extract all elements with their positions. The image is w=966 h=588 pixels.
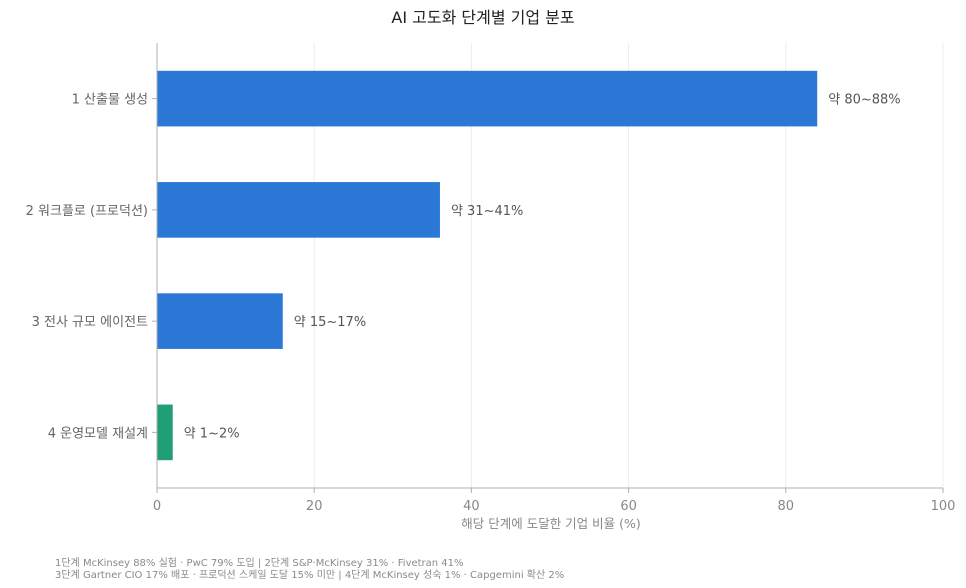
x-tick-label: 60 xyxy=(620,499,637,514)
bar xyxy=(157,70,818,127)
x-tick-label: 100 xyxy=(931,499,956,514)
bar xyxy=(157,404,173,461)
bar xyxy=(157,182,440,238)
x-tick-label: 80 xyxy=(778,499,795,514)
x-tick-label: 0 xyxy=(153,499,161,514)
bar-value-label: 약 15~17% xyxy=(294,315,366,330)
chart-title: AI 고도화 단계별 기업 분포 xyxy=(391,8,574,27)
bar-value-label: 약 80~88% xyxy=(828,93,900,108)
y-tick-label: 4 운영모델 재설계 xyxy=(48,426,148,441)
y-tick-label: 1 산출물 생성 xyxy=(72,93,148,108)
footnote-line-1: 1단계 McKinsey 88% 실험 · PwC 79% 도입 | 2단계 S… xyxy=(55,558,464,569)
bar xyxy=(157,293,283,349)
y-tick-label: 2 워크플로 (프로덕션) xyxy=(26,204,148,219)
x-tick-label: 20 xyxy=(306,499,323,514)
x-tick-label: 40 xyxy=(463,499,480,514)
bar-value-label: 약 31~41% xyxy=(451,204,523,219)
bar-value-label: 약 1~2% xyxy=(184,426,240,441)
footnote-line-2: 3단계 Gartner CIO 17% 배포 · 프로덕션 스케일 도달 15%… xyxy=(55,570,565,581)
x-axis-label: 해당 단계에 도달한 기업 비율 (%) xyxy=(461,516,641,531)
y-tick-label: 3 전사 규모 에이전트 xyxy=(32,315,148,330)
